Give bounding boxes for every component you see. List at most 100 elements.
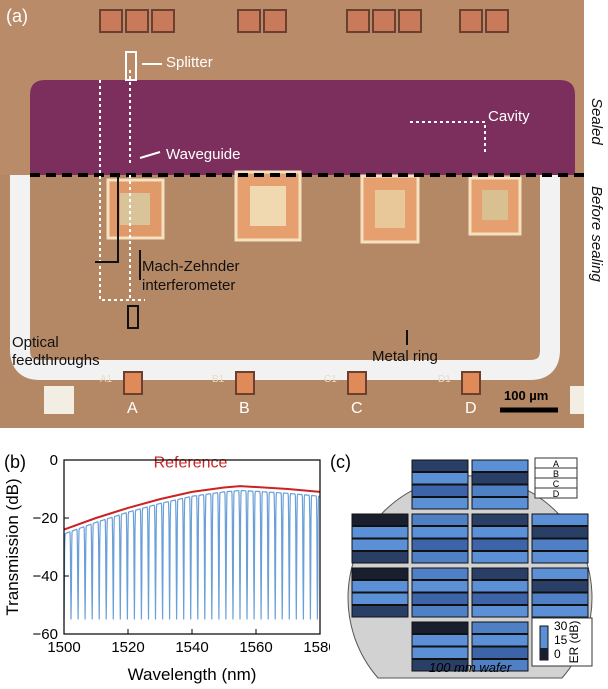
wafer-die-row bbox=[411, 497, 469, 510]
x-tick-label: 1500 bbox=[47, 639, 80, 656]
wafer-die-row bbox=[351, 580, 409, 593]
side-label-sealed: Sealed bbox=[588, 98, 605, 145]
wafer-die-row bbox=[411, 526, 469, 539]
wafer-die-row bbox=[351, 605, 409, 618]
wafer-die-row bbox=[471, 605, 529, 618]
wafer-die-row bbox=[411, 472, 469, 485]
colorbar-tick-label: 0 bbox=[554, 647, 561, 661]
wafer-die-row bbox=[471, 526, 529, 539]
colorbar-tick-label: 30 bbox=[554, 619, 568, 633]
wafer-die-row bbox=[471, 634, 529, 647]
panel-a-label: (a) bbox=[6, 6, 28, 26]
x-tick-label: 1540 bbox=[175, 639, 208, 656]
wafer-die-row bbox=[531, 526, 589, 539]
micrograph-drawing bbox=[10, 9, 584, 414]
colorbar-label: ER (dB) bbox=[567, 621, 581, 664]
wafer-map-panel: (c) A B C D 30 15 0 ER (dB) 100 mm wafer bbox=[330, 446, 608, 684]
optical-label-line1: Optical bbox=[12, 334, 59, 351]
legend-row-label: A bbox=[553, 459, 559, 469]
pad-label-d: D bbox=[465, 400, 477, 417]
wafer-die-row bbox=[531, 538, 589, 551]
wafer-die-row bbox=[471, 484, 529, 497]
wafer-die-row bbox=[411, 605, 469, 618]
wafer-die-row bbox=[531, 580, 589, 593]
wafer-die-row bbox=[351, 538, 409, 551]
wafer-die-row bbox=[471, 459, 529, 472]
panel-b-label: (b) bbox=[4, 452, 26, 472]
wafer-die-row bbox=[411, 484, 469, 497]
wafer-die-row bbox=[471, 659, 529, 672]
wafer-die-row bbox=[531, 551, 589, 564]
metal-ring-label: Metal ring bbox=[372, 348, 438, 365]
wafer-die-row bbox=[411, 513, 469, 526]
scale-bar-label: 100 µm bbox=[504, 388, 549, 403]
wafer-die-row bbox=[411, 551, 469, 564]
y-tick-label: −60 bbox=[33, 626, 58, 643]
y-tick-label: −20 bbox=[33, 510, 58, 527]
wafer-die-row bbox=[351, 551, 409, 564]
mzi-label-line1: Mach-Zehnder bbox=[142, 258, 240, 275]
mzi-label-line2: interferometer bbox=[142, 277, 236, 294]
wafer-die-row bbox=[471, 551, 529, 564]
wafer-die-row bbox=[351, 567, 409, 580]
wafer-die-row bbox=[471, 538, 529, 551]
reference-label: Reference bbox=[154, 454, 228, 471]
waveguide-label: Waveguide bbox=[166, 146, 241, 163]
wafer-die-row bbox=[351, 526, 409, 539]
wafer-die-row bbox=[471, 513, 529, 526]
wafer-die-row bbox=[411, 567, 469, 580]
wafer-die-row bbox=[471, 497, 529, 510]
wafer-die-row bbox=[471, 621, 529, 634]
colorbar-tick-label: 15 bbox=[554, 633, 568, 647]
wafer-die-row bbox=[351, 513, 409, 526]
wafer-die-row bbox=[531, 513, 589, 526]
reference-series-line bbox=[63, 485, 321, 531]
pad-small-a1: A1 bbox=[100, 374, 113, 385]
x-tick-label: 1520 bbox=[111, 639, 144, 656]
wafer-die-row bbox=[411, 621, 469, 634]
colorbar-dark bbox=[540, 648, 548, 660]
pad-label-c: C bbox=[351, 400, 363, 417]
wafer-die-row bbox=[531, 605, 589, 618]
y-tick-label: 0 bbox=[50, 452, 58, 469]
wafer-die-row bbox=[411, 659, 469, 672]
wafer-die-row bbox=[471, 472, 529, 485]
wafer-die-row bbox=[411, 538, 469, 551]
wafer-die-row bbox=[471, 592, 529, 605]
optical-label-line2: feedthroughs bbox=[12, 352, 100, 369]
x-tick-label: 1560 bbox=[239, 639, 272, 656]
y-axis-label: Transmission (dB) bbox=[3, 478, 22, 615]
splitter-label: Splitter bbox=[166, 54, 213, 71]
wafer-die-row bbox=[411, 592, 469, 605]
side-label-strip: Sealed Before sealing bbox=[584, 0, 608, 428]
transmission-series-line bbox=[63, 489, 320, 620]
side-label-before-sealing: Before sealing bbox=[588, 186, 605, 282]
wafer-die-row bbox=[471, 567, 529, 580]
wafer-label: 100 mm wafer bbox=[429, 660, 512, 675]
wafer-die-row bbox=[411, 646, 469, 659]
panel-c-label: (c) bbox=[330, 452, 351, 472]
wafer-die-row bbox=[411, 580, 469, 593]
wafer-die-row bbox=[351, 592, 409, 605]
wafer-die-row bbox=[471, 580, 529, 593]
wafer-die-row bbox=[531, 567, 589, 580]
pad-small-b1: B1 bbox=[212, 374, 225, 385]
pad-label-b: B bbox=[239, 400, 250, 417]
micrograph-panel: (a) Splitter Cavity Waveguide Mach-Zehnd… bbox=[0, 0, 584, 428]
legend-row-label: B bbox=[553, 469, 559, 479]
wafer-die-row bbox=[411, 634, 469, 647]
legend-row-label: D bbox=[553, 489, 560, 499]
wafer-die-row bbox=[411, 459, 469, 472]
y-tick-label: −40 bbox=[33, 568, 58, 585]
pad-label-a: A bbox=[127, 400, 138, 417]
pad-small-d1: D1 bbox=[438, 374, 451, 385]
legend-row-box bbox=[534, 487, 578, 499]
x-axis-label: Wavelength (nm) bbox=[128, 665, 257, 684]
cavity-label: Cavity bbox=[488, 108, 530, 125]
wafer-die-row bbox=[471, 646, 529, 659]
legend-row-label: C bbox=[553, 479, 560, 489]
